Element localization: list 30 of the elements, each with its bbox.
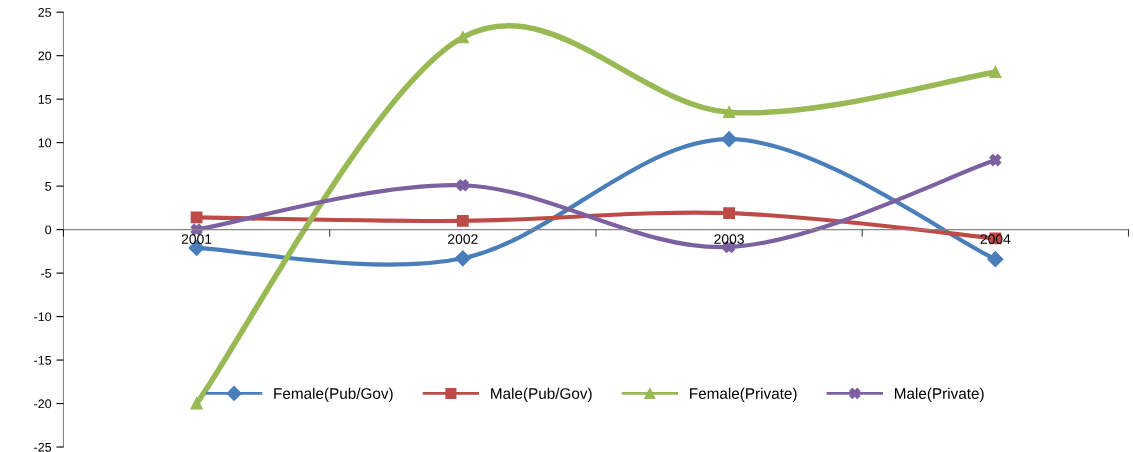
point bbox=[721, 131, 737, 148]
y-tick-label: 15 bbox=[38, 95, 52, 104]
y-tick-label: -15 bbox=[34, 355, 52, 365]
y-tick-label: 25 bbox=[38, 8, 52, 17]
point bbox=[454, 250, 471, 267]
y-tick-label: 5 bbox=[45, 182, 52, 191]
point bbox=[989, 154, 1002, 166]
point bbox=[987, 251, 1004, 268]
x-tick-label: 2001 bbox=[181, 234, 212, 244]
point bbox=[190, 211, 203, 224]
point bbox=[723, 106, 735, 119]
y-tick-label: 10 bbox=[38, 138, 52, 148]
legend-label: Female(Pub/Gov) bbox=[274, 387, 393, 402]
point bbox=[456, 215, 469, 227]
y-tick-label: -10 bbox=[34, 312, 52, 322]
point bbox=[723, 207, 735, 219]
x-tick-label: 2003 bbox=[714, 234, 744, 244]
point bbox=[190, 397, 203, 410]
x-tick-label: 2002 bbox=[448, 234, 478, 244]
y-tick-label: 0 bbox=[45, 225, 52, 235]
y-tick-label: -5 bbox=[41, 269, 52, 278]
y-tick-label: 20 bbox=[38, 51, 52, 61]
legend-label: Male(Pub/Gov) bbox=[491, 387, 592, 402]
y-tick-label: -20 bbox=[34, 399, 52, 409]
y-tick-label: -25 bbox=[34, 442, 52, 452]
legend-label: Male(Private) bbox=[894, 387, 984, 402]
legend-label: Female(Private) bbox=[690, 387, 797, 402]
point bbox=[456, 179, 469, 192]
point bbox=[989, 66, 1002, 79]
point bbox=[456, 31, 469, 44]
